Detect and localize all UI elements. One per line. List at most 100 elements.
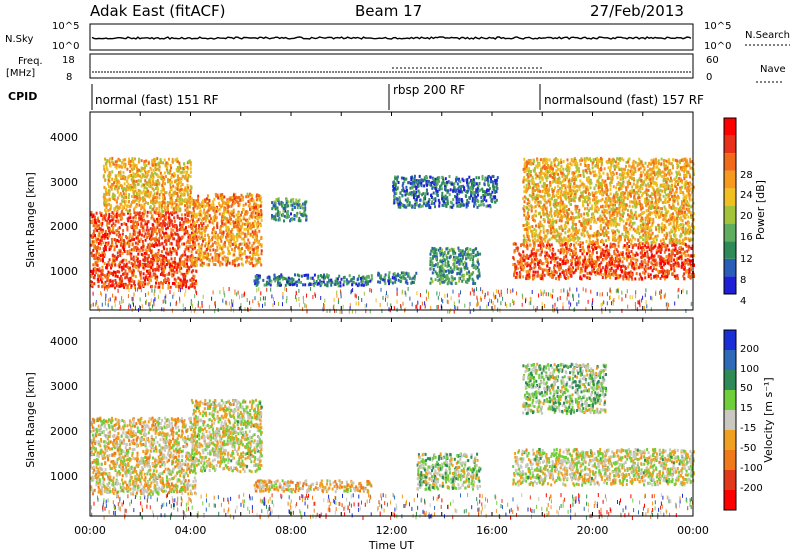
power-cell [180,181,183,185]
power-cell [655,267,658,271]
power-cell [128,282,131,286]
power-cell [684,258,687,262]
power-cell [164,208,167,212]
power-cell [243,217,246,221]
power-cell [133,260,136,264]
power-cell [477,260,479,264]
power-cell [225,263,228,267]
power-cell [213,197,216,201]
power-cell [220,205,223,209]
power-cell [260,213,263,217]
power-cell [622,245,625,249]
power-cell [166,232,169,236]
power-cell [143,183,145,187]
power-cell [429,183,432,187]
power-cell [320,282,323,286]
power-cell [434,254,436,258]
power-cell [171,274,174,278]
power-cell [676,252,679,255]
power-cell [429,206,432,210]
power-cell [186,279,189,283]
power-cell [189,219,191,223]
power-cell [186,258,189,262]
power-cell [405,272,408,276]
power-cell [153,182,156,186]
power-cell [417,204,420,208]
power-cell [176,232,179,236]
power-cell [217,196,220,200]
power-cell [124,158,127,162]
power-cell [237,195,240,199]
power-cell [496,186,499,190]
power-cell [415,185,418,189]
power-cell [139,169,142,173]
power-cell [432,197,435,201]
power-cell [203,255,206,259]
power-cell [453,186,456,190]
power-cell [412,205,415,209]
power-cell [109,278,112,282]
power-cell [130,203,133,207]
power-cell [403,276,405,280]
power-cell [167,171,170,175]
power-cell [162,198,165,202]
power-cell [541,249,543,253]
power-cell [516,249,519,253]
power-cell [573,246,576,250]
power-cell [223,208,226,211]
power-cell [240,242,243,246]
power-cell [528,268,531,272]
power-cell [585,260,587,264]
power-cell [187,235,190,239]
power-cell [260,218,263,222]
power-cell [173,249,176,253]
power-cell [492,175,495,179]
power-cell [465,264,468,268]
power-cell [418,174,421,178]
power-cell [146,225,149,229]
power-cell [100,230,103,234]
power-cell [459,203,462,207]
power-cell [427,204,430,207]
power-cell [155,256,158,260]
power-cell [142,253,144,257]
power-cell [610,267,613,270]
power-cell [108,161,111,165]
power-cell [195,224,198,228]
power-cell [160,222,162,226]
power-cell [574,258,577,261]
power-cell [535,250,538,254]
power-cell [472,251,475,255]
power-cell [246,244,249,248]
power-cell [174,158,177,162]
power-cell [643,267,646,271]
power-cell [293,282,296,286]
power-cell [169,196,172,200]
power-cell [216,223,219,227]
power-cell [671,243,674,247]
power-cell [254,211,257,215]
power-cell [428,205,431,209]
power-cell [297,219,300,223]
power-cell [432,191,435,195]
power-cell [236,228,239,232]
power-cell [101,251,104,255]
power-cell [414,200,417,204]
power-cell [529,262,532,266]
power-cell [463,203,466,207]
power-cell [103,196,106,200]
power-cell [198,249,201,252]
power-cell [257,274,260,278]
power-cell [427,179,430,183]
power-cell [544,250,547,254]
power-cell [182,192,185,196]
power-cell [548,246,551,250]
power-cell [141,229,144,233]
power-cell [136,257,139,261]
power-cell [158,228,161,232]
power-cell [637,243,640,247]
power-cell [213,219,216,222]
power-cell [404,189,407,193]
power-cell [625,275,628,279]
power-cell [186,183,189,187]
